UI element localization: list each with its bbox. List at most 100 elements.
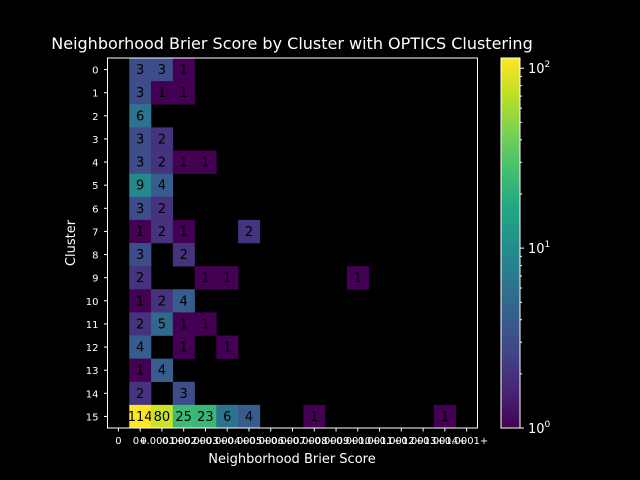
heatmap-cell xyxy=(216,335,239,359)
cell-value-label: 4 xyxy=(136,341,144,356)
heatmap-cell xyxy=(129,381,152,406)
colorbar-frame xyxy=(500,57,521,429)
heatmap-cell xyxy=(238,404,261,429)
cell-value-label: 4 xyxy=(158,364,166,379)
cell-value-label: 1 xyxy=(441,410,449,425)
heatmap-cell xyxy=(172,381,195,406)
colorbar-gradient xyxy=(501,58,520,428)
y-axis-label: Cluster xyxy=(64,219,79,266)
heatmap-cell xyxy=(194,404,217,429)
y-tick-label: 5 xyxy=(92,181,98,192)
x-tick-label: 0.0006+ xyxy=(249,436,292,447)
x-tick-label: 0.0004+ xyxy=(206,436,249,447)
heatmap-cell xyxy=(172,335,195,359)
y-tick-label: 7 xyxy=(92,227,98,238)
y-tick-label: 3 xyxy=(92,135,98,146)
cell-value-label: 6 xyxy=(136,109,144,124)
colorbar-tick-label: 102 xyxy=(528,60,550,77)
heatmap-cell xyxy=(172,312,195,336)
cell-value-label: 2 xyxy=(136,317,144,332)
heatmap-cell xyxy=(346,266,369,290)
x-tick-label: 0.0001+ xyxy=(140,436,183,447)
heatmap-cell xyxy=(216,404,239,429)
heatmap-cell xyxy=(172,243,195,267)
heatmap-cell xyxy=(303,404,326,429)
cell-value-label: 1 xyxy=(354,271,362,286)
cell-value-label: 6 xyxy=(223,410,231,425)
heatmap-cell xyxy=(129,289,152,313)
heatmap-cell xyxy=(151,289,174,313)
heatmap-cell xyxy=(238,219,261,244)
colorbar-tick-label: 100 xyxy=(528,420,551,437)
heatmap-cell xyxy=(129,312,152,336)
cell-value-label: 1 xyxy=(223,271,231,286)
heatmap-cell xyxy=(129,358,152,383)
cell-value-label: 3 xyxy=(136,248,144,263)
cell-value-label: 2 xyxy=(158,132,166,147)
cell-value-label: 1 xyxy=(180,156,188,171)
cell-value-label: 2 xyxy=(158,202,166,217)
cell-value-label: 1 xyxy=(136,225,144,240)
colorbar-tick-label: 101 xyxy=(528,240,550,257)
x-tick-label: 0.0002+ xyxy=(162,436,205,447)
heatmap-cell xyxy=(172,404,195,429)
heatmap-cell xyxy=(172,81,195,105)
heatmap-cell xyxy=(129,219,152,244)
cell-value-label: 2 xyxy=(136,387,144,402)
cell-value-label: 25 xyxy=(175,410,192,425)
heatmap-cell xyxy=(172,289,195,313)
x-tick-label: 0.0012+ xyxy=(380,436,423,447)
heatmap-cell xyxy=(172,150,195,174)
cell-value-label: 1 xyxy=(310,410,318,425)
cell-value-label: 114 xyxy=(128,410,153,425)
y-tick-label: 8 xyxy=(92,251,98,262)
cell-value-label: 1 xyxy=(136,294,144,309)
heatmap-cell xyxy=(129,335,152,359)
x-tick-label: 0 xyxy=(115,436,121,447)
heatmap-cell xyxy=(172,58,195,82)
x-tick-label: 0.0005+ xyxy=(227,436,270,447)
colorbar: 100 101 102 xyxy=(500,57,551,437)
heatmap-cell xyxy=(151,81,174,105)
cell-value-label: 1 xyxy=(180,86,188,101)
heatmap-cell xyxy=(151,312,174,336)
cell-value-label: 2 xyxy=(158,225,166,240)
heatmap-cell xyxy=(151,219,174,244)
cell-value-label: 1 xyxy=(158,86,166,101)
y-tick-label: 4 xyxy=(92,158,98,169)
heatmap-cell xyxy=(129,173,152,198)
heatmap-cell xyxy=(129,266,152,290)
cell-value-label: 4 xyxy=(180,294,188,309)
cell-value-label: 2 xyxy=(245,225,253,240)
y-tick-label: 14 xyxy=(86,389,99,400)
cell-value-label: 1 xyxy=(201,317,209,332)
heatmap-cell xyxy=(129,104,152,128)
cell-value-label: 1 xyxy=(201,271,209,286)
cell-value-label: 1 xyxy=(180,317,188,332)
heatmap-cell xyxy=(151,127,174,151)
heatmap-cell xyxy=(216,266,239,290)
cell-value-label: 5 xyxy=(158,317,166,332)
cell-value-label: 2 xyxy=(158,294,166,309)
heatmap-cell xyxy=(151,150,174,174)
heatmap-cell xyxy=(433,404,457,429)
cell-value-label: 80 xyxy=(154,410,171,425)
y-tick-label: 10 xyxy=(86,297,99,308)
cell-value-label: 1 xyxy=(136,364,144,379)
heatmap-cell xyxy=(129,404,152,429)
cell-value-label: 2 xyxy=(158,156,166,171)
cell-value-label: 3 xyxy=(136,156,144,171)
x-tick-label: 0.0010+ xyxy=(336,436,379,447)
x-tick-label: 0.0011+ xyxy=(358,436,401,447)
cell-value-label: 23 xyxy=(197,410,214,425)
cell-value-label: 2 xyxy=(136,271,144,286)
x-tick-label: 0.0009+ xyxy=(314,436,357,447)
heatmap-cell xyxy=(129,243,152,267)
cell-value-label: 1 xyxy=(180,225,188,240)
heatmap-cell xyxy=(151,358,174,383)
heatmap-cell xyxy=(151,58,174,82)
heatmap-cell xyxy=(129,81,152,105)
y-tick-label: 13 xyxy=(86,366,99,377)
